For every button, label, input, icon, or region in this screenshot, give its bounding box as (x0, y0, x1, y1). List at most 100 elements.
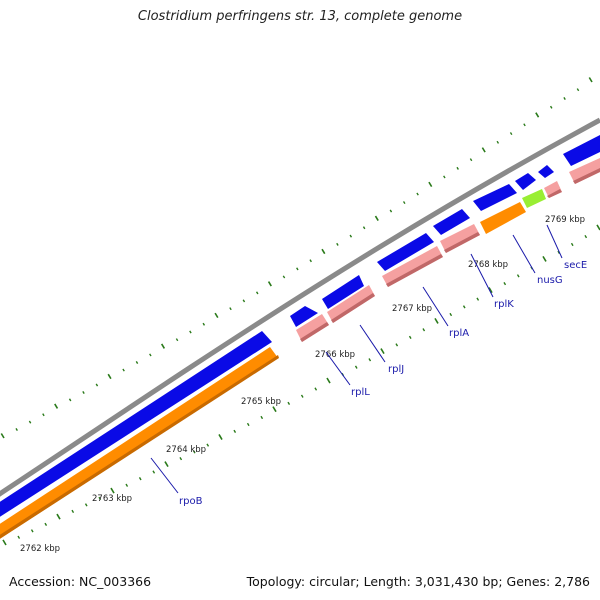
major-tick (214, 312, 219, 319)
kbp-label: 2762 kbp (20, 544, 60, 554)
leader-rplj (359, 324, 386, 363)
forward-strand-features (0, 135, 600, 517)
map-title: Clostridium perfringens str. 13, complet… (137, 9, 463, 24)
minor-tick (135, 361, 139, 364)
minor-tick (125, 483, 129, 487)
cds-rpla (377, 233, 434, 271)
minor-tick (362, 226, 366, 230)
other-feature (522, 189, 546, 208)
minor-tick (576, 88, 580, 92)
gene-next-shadow (573, 168, 600, 184)
minor-tick (233, 429, 237, 434)
minor-tick (314, 387, 318, 391)
minor-tick (402, 201, 406, 205)
minor-tick (192, 450, 196, 454)
major-tick (0, 433, 5, 439)
cds-small (538, 165, 554, 178)
gene-label-lines (150, 224, 563, 494)
major-tick (160, 343, 166, 349)
minor-tick (71, 509, 75, 514)
minor-tick (549, 105, 553, 109)
minor-tick (296, 267, 299, 271)
cds-next (563, 135, 600, 166)
gene-label: rplJ (388, 364, 404, 375)
orange-nusg-track (480, 202, 526, 234)
gene-label: rplL (351, 387, 370, 398)
outer-tick-ruler (0, 77, 593, 439)
cds-rplj (322, 275, 364, 309)
kbp-label: 2769 kbp (545, 215, 585, 225)
major-tick (321, 248, 326, 255)
minor-tick (149, 353, 152, 357)
kbp-label: 2768 kbp (468, 260, 508, 270)
gene-labels: rpoB rplL rplJ rplA rplK nusG secE (179, 260, 587, 507)
minor-tick (422, 328, 426, 332)
minor-tick (557, 250, 561, 254)
minor-tick (282, 275, 286, 279)
cds-rplk (433, 209, 470, 235)
minor-tick (336, 242, 339, 246)
minor-tick (98, 496, 102, 501)
gene-rpll (296, 314, 329, 342)
major-tick (428, 181, 433, 188)
minor-tick (443, 175, 446, 179)
minor-tick (349, 234, 353, 238)
minor-tick (95, 383, 99, 387)
minor-tick (122, 368, 125, 372)
minor-tick (287, 401, 291, 405)
minor-tick (84, 503, 88, 507)
leader-rpla (422, 286, 449, 327)
gene-track (0, 158, 600, 539)
gene-label: nusG (537, 275, 563, 286)
minor-tick (416, 192, 419, 196)
genome-summary-text: Topology: circular; Length: 3,031,430 bp… (246, 574, 590, 589)
kbp-label: 2767 kbp (392, 304, 432, 314)
minor-tick (28, 420, 32, 424)
minor-tick (449, 312, 453, 317)
major-tick (542, 255, 547, 262)
cds-rpll (290, 306, 318, 327)
minor-tick (389, 209, 393, 213)
minor-tick (476, 297, 480, 301)
leader-rpob (150, 457, 179, 494)
kbp-label: 2765 kbp (241, 397, 281, 407)
minor-tick (15, 428, 18, 431)
minor-tick (68, 398, 72, 402)
gene-label: rpoB (179, 496, 203, 507)
orange-rpob-shadow (0, 355, 279, 539)
gene-label: rplA (449, 328, 469, 339)
minor-tick (509, 132, 513, 136)
kbp-label: 2763 kbp (92, 494, 132, 504)
minor-tick (563, 96, 566, 100)
minor-tick (584, 234, 588, 239)
gene-label: secE (564, 260, 587, 271)
minor-tick (138, 477, 142, 481)
minor-tick (82, 390, 85, 394)
major-tick (107, 373, 112, 380)
minor-tick (202, 322, 206, 326)
minor-tick (354, 365, 358, 369)
cds-sece (515, 173, 536, 190)
minor-tick (206, 443, 210, 447)
gene-label: rplK (494, 299, 514, 310)
major-tick (164, 461, 169, 468)
minor-tick (229, 307, 232, 311)
minor-tick (456, 166, 459, 170)
major-tick (110, 487, 115, 494)
major-tick (434, 317, 439, 324)
major-tick (326, 377, 331, 384)
minor-tick (469, 158, 473, 162)
major-tick (272, 406, 277, 413)
minor-tick (395, 343, 399, 347)
minor-tick (260, 415, 264, 420)
minor-tick (255, 291, 259, 295)
gene-rplj (327, 285, 375, 323)
minor-tick (44, 522, 48, 527)
gene-rpll-shadow (300, 322, 329, 342)
minor-tick (17, 535, 21, 539)
gene-rplk (440, 224, 480, 253)
leader-sece (546, 224, 563, 259)
leader-rpll (325, 351, 351, 386)
major-tick (588, 77, 593, 83)
orange-rpob-track (0, 347, 278, 539)
